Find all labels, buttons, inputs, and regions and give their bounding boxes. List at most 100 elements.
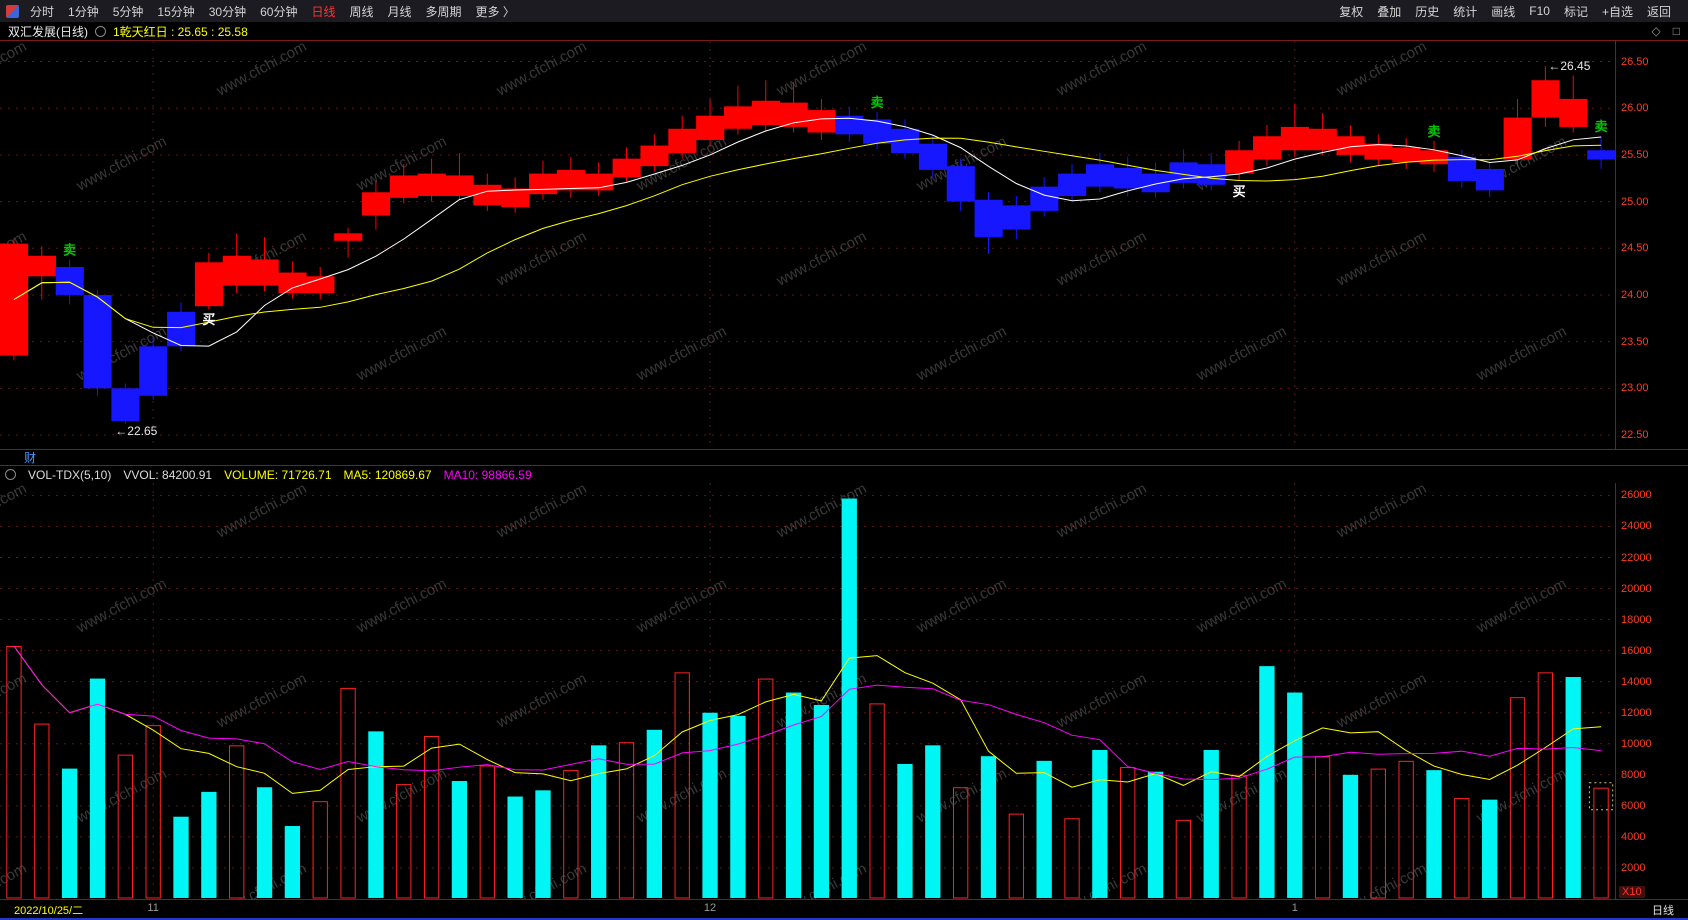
app-menu-icon[interactable] <box>6 4 19 18</box>
main-chart-canvas[interactable]: www.cfchi.com www.cfchi.com www.cfchi.com w… <box>0 41 1615 450</box>
toolbar-period-button[interactable]: 周线 <box>349 4 374 19</box>
svg-text:www.cfchi.com: www.cfchi.com <box>0 860 29 899</box>
svg-text:www.cfchi.com: www.cfchi.com <box>1193 575 1289 637</box>
svg-text:卖: 卖 <box>1595 119 1608 134</box>
month-label: 1 <box>1291 902 1298 914</box>
svg-text:www.cfchi.com: www.cfchi.com <box>213 483 309 542</box>
price-tick-label: 25.50 <box>1621 148 1649 161</box>
toolbar-period-button[interactable]: 5分钟 <box>112 4 144 19</box>
toolbar-period-button[interactable]: 15分钟 <box>157 4 195 19</box>
svg-text:www.cfchi.com: www.cfchi.com <box>773 41 869 100</box>
price-tick-label: 22.50 <box>1621 428 1649 441</box>
toolbar-tool-button[interactable]: 画线 <box>1491 4 1516 19</box>
volume-tick-label: 26000 <box>1621 489 1652 502</box>
indicator-circle-icon <box>5 469 16 481</box>
toolbar-tool-button[interactable]: 返回 <box>1646 4 1671 19</box>
toolbar-tool-button[interactable]: 历史 <box>1415 4 1440 19</box>
toolbar-period-button[interactable]: 日线 <box>311 4 336 19</box>
volume-tick-label: 8000 <box>1621 768 1646 781</box>
svg-text:www.cfchi.com: www.cfchi.com <box>0 670 29 732</box>
svg-text:www.cfchi.com: www.cfchi.com <box>493 670 589 732</box>
svg-text:www.cfchi.com: www.cfchi.com <box>1193 323 1289 385</box>
svg-text:www.cfchi.com: www.cfchi.com <box>213 41 309 100</box>
svg-text:www.cfchi.com: www.cfchi.com <box>633 323 729 385</box>
period-label: 日线 <box>1652 905 1674 917</box>
pane-tag[interactable]: 财 <box>24 451 37 466</box>
svg-text:www.cfchi.com: www.cfchi.com <box>773 228 869 290</box>
title-row-icons: ◇ □ <box>1652 24 1680 38</box>
toolbar-period-button[interactable]: 30分钟 <box>208 4 247 19</box>
svg-text:www.cfchi.com: www.cfchi.com <box>1333 41 1429 100</box>
volume-indicator-name: VOL-TDX(5,10) <box>28 467 112 482</box>
toolbar-period-button[interactable]: 60分钟 <box>260 4 298 19</box>
svg-text:www.cfchi.com: www.cfchi.com <box>1473 575 1569 637</box>
svg-text:买: 买 <box>1233 184 1246 199</box>
indicator-dot-icon <box>95 25 106 37</box>
svg-text:买: 买 <box>202 312 215 327</box>
svg-text:←26.45: ←26.45 <box>1548 59 1590 73</box>
toolbar-period-button[interactable]: 多周期 <box>425 4 462 19</box>
svg-text:www.cfchi.com: www.cfchi.com <box>353 323 449 385</box>
volume-chart-canvas[interactable]: www.cfchi.com www.cfchi.com www.cfchi.com w… <box>0 483 1615 899</box>
volume-axis: X10 26000 24000 22000 20000 18000 16000 14000 1… <box>1615 483 1688 899</box>
volume-multiplier: X10 <box>1619 886 1645 898</box>
window-icon[interactable]: □ <box>1672 24 1680 38</box>
volume-tick-label: 24000 <box>1621 520 1652 533</box>
price-tick-label: 23.00 <box>1621 382 1649 395</box>
toolbar-tool-button[interactable]: 叠加 <box>1377 4 1402 19</box>
period-switcher: 分时 1分钟 5分钟 15分钟 30分钟 60分钟 日线 周线 月线 多周期 更多 〉 <box>23 3 522 20</box>
svg-text:www.cfchi.com: www.cfchi.com <box>633 575 729 637</box>
bottom-scroll-line[interactable] <box>0 918 1688 920</box>
volume-tick-label: 18000 <box>1621 613 1652 626</box>
svg-text:www.cfchi.com: www.cfchi.com <box>1333 228 1429 290</box>
toolbar-tool-button[interactable]: 标记 <box>1563 4 1588 19</box>
toolbar-period-button[interactable]: 分时 <box>30 4 55 19</box>
toolbar-tool-button[interactable]: +自选 <box>1601 4 1633 19</box>
toolbar-tool-button[interactable]: 复权 <box>1339 4 1364 19</box>
svg-text:www.cfchi.com: www.cfchi.com <box>493 483 589 542</box>
svg-text:www.cfchi.com: www.cfchi.com <box>353 575 449 637</box>
toolbar-period-button[interactable]: 月线 <box>387 4 412 19</box>
volume-readout: VOLUME: 71726.71 <box>224 467 332 482</box>
volume-header: VOL-TDX(5,10) VVOL: 84200.91 VOLUME: 717… <box>0 465 1688 484</box>
toolbar-tool-button[interactable]: F10 <box>1529 4 1550 18</box>
pane-divider: 财 <box>0 449 1688 466</box>
volume-tick-label: 16000 <box>1621 644 1652 657</box>
volume-tick-label: 4000 <box>1621 830 1646 843</box>
price-tick-label: 24.50 <box>1621 242 1649 255</box>
month-label: 11 <box>147 902 159 914</box>
svg-text:www.cfchi.com: www.cfchi.com <box>73 133 169 195</box>
volume-tick-label: 12000 <box>1621 706 1652 719</box>
price-tick-label: 25.00 <box>1621 195 1649 208</box>
svg-text:www.cfchi.com: www.cfchi.com <box>1053 228 1149 290</box>
stock-title: 双汇发展(日线) <box>8 24 88 39</box>
indicator-readout: 1乾天红日 : 25.65 : 25.58 <box>113 24 248 39</box>
toolbar-tool-button[interactable]: 统计 <box>1453 4 1478 19</box>
svg-text:卖: 卖 <box>1428 124 1441 139</box>
volume-tick-label: 2000 <box>1621 861 1646 874</box>
svg-text:www.cfchi.com: www.cfchi.com <box>1053 670 1149 732</box>
toolbar-period-button[interactable]: 更多 〉 <box>475 4 515 19</box>
volume-tick-label: 20000 <box>1621 582 1652 595</box>
svg-text:www.cfchi.com: www.cfchi.com <box>0 41 29 100</box>
svg-text:www.cfchi.com: www.cfchi.com <box>73 765 169 827</box>
price-tick-label: 23.50 <box>1621 335 1649 348</box>
toolbar-period-button[interactable]: 1分钟 <box>68 4 99 19</box>
main-price-axis: 26.50 26.00 25.50 25.00 24.50 24.00 23.50 23.00… <box>1615 41 1688 450</box>
price-tick-label: 26.50 <box>1621 55 1649 68</box>
toolbar-tools: 复权 叠加 历史 统计 画线 F10 标记 +自选 返回 <box>1332 3 1678 20</box>
volume-tick-label: 14000 <box>1621 675 1652 688</box>
svg-text:www.cfchi.com: www.cfchi.com <box>73 575 169 637</box>
svg-text:www.cfchi.com: www.cfchi.com <box>1053 41 1149 100</box>
volume-tick-label: 6000 <box>1621 799 1646 812</box>
svg-text:www.cfchi.com: www.cfchi.com <box>1333 483 1429 542</box>
month-label: 12 <box>703 902 717 914</box>
svg-text:www.cfchi.com: www.cfchi.com <box>493 41 589 100</box>
volume-tick-label: 22000 <box>1621 551 1652 564</box>
chart-title-row: 双汇发展(日线) 1乾天红日 : 25.65 : 25.58 ◇ □ <box>0 22 1688 40</box>
top-toolbar: 分时 1分钟 5分钟 15分钟 30分钟 60分钟 日线 周线 月线 多周期 更多 〉 复权 叠加 历史… <box>0 0 1688 22</box>
price-tick-label: 24.00 <box>1621 288 1649 301</box>
diamond-icon[interactable]: ◇ <box>1651 24 1661 38</box>
svg-text:www.cfchi.com: www.cfchi.com <box>1473 323 1569 385</box>
